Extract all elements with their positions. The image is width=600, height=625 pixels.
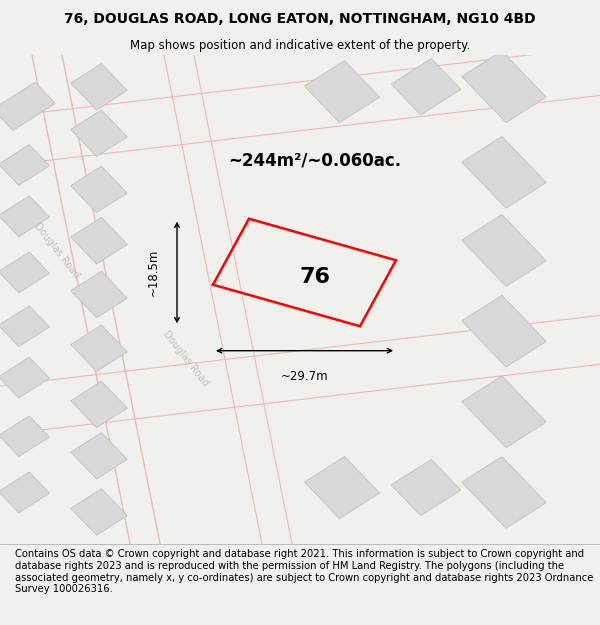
Text: 76: 76 (299, 268, 331, 288)
Text: ~18.5m: ~18.5m (146, 249, 160, 296)
Polygon shape (71, 381, 127, 428)
Polygon shape (0, 357, 50, 398)
Text: ~29.7m: ~29.7m (281, 370, 328, 383)
Polygon shape (0, 306, 50, 347)
Polygon shape (0, 144, 50, 186)
Polygon shape (304, 456, 380, 519)
Polygon shape (71, 271, 127, 318)
Polygon shape (0, 196, 50, 237)
Polygon shape (462, 214, 546, 286)
Polygon shape (71, 166, 127, 212)
Polygon shape (0, 472, 50, 512)
Polygon shape (391, 59, 461, 115)
Text: 76, DOUGLAS ROAD, LONG EATON, NOTTINGHAM, NG10 4BD: 76, DOUGLAS ROAD, LONG EATON, NOTTINGHAM… (64, 12, 536, 26)
Text: Douglas Road: Douglas Road (32, 221, 82, 280)
Polygon shape (0, 252, 50, 293)
Polygon shape (462, 295, 546, 367)
Text: Douglas Road: Douglas Road (161, 328, 211, 388)
Polygon shape (0, 82, 55, 131)
Polygon shape (71, 217, 127, 264)
Polygon shape (462, 376, 546, 448)
Polygon shape (71, 110, 127, 156)
Polygon shape (462, 136, 546, 208)
Polygon shape (391, 459, 461, 516)
Polygon shape (71, 489, 127, 535)
Polygon shape (0, 416, 50, 457)
Polygon shape (304, 61, 380, 122)
Text: Map shows position and indicative extent of the property.: Map shows position and indicative extent… (130, 39, 470, 51)
Polygon shape (71, 64, 127, 110)
Text: Contains OS data © Crown copyright and database right 2021. This information is : Contains OS data © Crown copyright and d… (15, 549, 593, 594)
Polygon shape (462, 51, 546, 122)
Text: ~244m²/~0.060ac.: ~244m²/~0.060ac. (228, 151, 401, 169)
Polygon shape (71, 325, 127, 371)
Polygon shape (462, 456, 546, 528)
Polygon shape (71, 432, 127, 479)
